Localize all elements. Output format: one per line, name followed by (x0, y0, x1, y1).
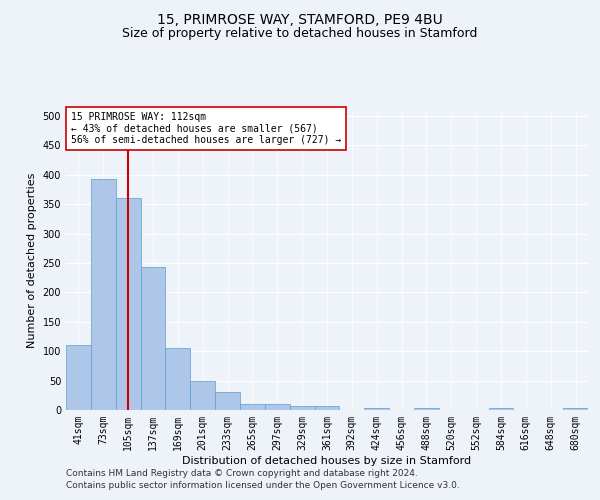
Text: Contains HM Land Registry data © Crown copyright and database right 2024.: Contains HM Land Registry data © Crown c… (66, 468, 418, 477)
Bar (140, 267, 166, 410)
Bar (364, 408, 389, 410)
Text: 15 PRIMROSE WAY: 112sqm
← 43% of detached houses are smaller (567)
56% of semi-d: 15 PRIMROSE WAY: 112sqm ← 43% of detache… (71, 112, 341, 144)
Text: 15, PRIMROSE WAY, STAMFORD, PE9 4BU: 15, PRIMROSE WAY, STAMFORD, PE9 4BU (157, 12, 443, 26)
Bar (240, 404, 265, 410)
Bar (265, 404, 290, 410)
Bar (488, 408, 514, 410)
Bar (290, 406, 314, 410)
Bar (66, 346, 91, 410)
Text: Contains public sector information licensed under the Open Government Licence v3: Contains public sector information licen… (66, 481, 460, 490)
Bar (215, 392, 240, 410)
Bar (563, 408, 588, 410)
X-axis label: Distribution of detached houses by size in Stamford: Distribution of detached houses by size … (182, 456, 472, 466)
Text: Size of property relative to detached houses in Stamford: Size of property relative to detached ho… (122, 28, 478, 40)
Bar (190, 380, 215, 410)
Bar (116, 198, 140, 410)
Bar (91, 179, 116, 410)
Bar (166, 348, 190, 410)
Y-axis label: Number of detached properties: Number of detached properties (27, 172, 37, 348)
Bar (314, 406, 340, 410)
Bar (414, 408, 439, 410)
